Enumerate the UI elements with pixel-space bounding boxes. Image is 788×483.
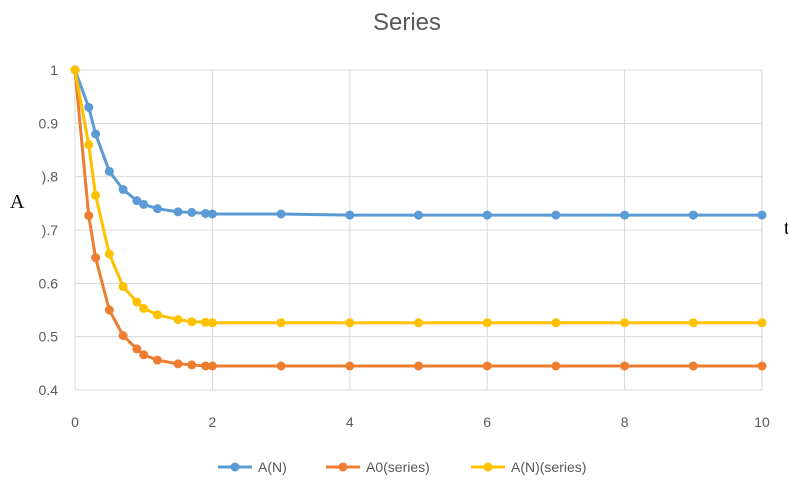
x-axis-label: t	[784, 217, 788, 239]
data-point	[757, 210, 767, 220]
data-point	[152, 204, 162, 214]
data-point	[173, 207, 183, 217]
data-point	[345, 210, 355, 220]
data-point	[187, 360, 197, 370]
series-line	[73, 68, 764, 325]
data-point	[187, 317, 197, 327]
data-point	[118, 331, 128, 341]
data-point	[84, 211, 94, 221]
x-tick-label: 6	[483, 414, 491, 430]
legend-swatch-marker	[338, 462, 348, 472]
data-point	[551, 318, 561, 328]
data-point	[688, 318, 698, 328]
data-point	[620, 210, 630, 220]
data-point	[173, 359, 183, 369]
y-tick-label: 0.6	[39, 275, 59, 291]
legend-swatch-marker	[230, 462, 240, 472]
data-point	[201, 317, 211, 327]
data-point	[118, 184, 128, 194]
gridlines	[74, 69, 763, 391]
data-point	[276, 209, 286, 219]
series-line	[73, 68, 764, 217]
data-point	[152, 355, 162, 365]
y-tick-label: ).8	[42, 169, 59, 185]
data-point	[139, 303, 149, 313]
data-point	[620, 361, 630, 371]
data-point	[173, 315, 183, 325]
data-point	[345, 361, 355, 371]
y-tick-label: 1	[50, 62, 58, 78]
data-point	[118, 282, 128, 292]
data-point	[139, 350, 149, 360]
data-point	[91, 190, 101, 200]
data-point	[132, 196, 142, 206]
data-point	[688, 361, 698, 371]
legend: A(N) A0(series) A(N)(series)	[218, 459, 586, 475]
data-point	[201, 361, 211, 371]
legend-label: A(N)	[258, 459, 287, 475]
series-line	[73, 68, 764, 368]
data-point	[207, 318, 217, 328]
series-A(N)	[70, 65, 767, 220]
data-point	[276, 318, 286, 328]
x-tick-label: 0	[71, 414, 79, 430]
data-point	[132, 297, 142, 307]
data-point	[345, 318, 355, 328]
chart-title: Series	[373, 9, 441, 36]
data-point	[104, 249, 114, 259]
data-point	[70, 65, 80, 75]
data-point	[104, 166, 114, 176]
x-tick-label: 4	[346, 414, 354, 430]
legend-label: A0(series)	[366, 459, 430, 475]
legend-item: A(N)(series)	[471, 459, 586, 475]
y-tick-label: 0.9	[39, 115, 59, 131]
y-axis-label: A	[10, 191, 25, 213]
series-A(N)(series)	[70, 65, 767, 328]
data-point	[414, 361, 423, 371]
y-tick-label: ).7	[42, 222, 59, 238]
data-point	[84, 102, 94, 112]
data-point	[551, 361, 561, 371]
data-point	[207, 361, 217, 371]
data-point	[414, 318, 423, 328]
data-point	[276, 361, 286, 371]
data-point	[84, 140, 94, 150]
data-point	[551, 210, 561, 220]
legend-item: A(N)	[218, 459, 287, 475]
data-point	[620, 318, 630, 328]
data-point	[139, 199, 149, 209]
y-tick-label: 0.5	[39, 329, 59, 345]
series-group	[70, 65, 767, 371]
data-point	[91, 129, 101, 139]
legend-item: A0(series)	[326, 459, 430, 475]
x-tick-label: 8	[621, 414, 629, 430]
data-point	[201, 208, 211, 218]
data-point	[757, 318, 767, 328]
data-point	[152, 310, 162, 320]
data-point	[414, 210, 423, 220]
y-axis-ticks: 0.4 0.5 0.6 ).7 ).8 0.9 1	[39, 62, 59, 398]
data-point	[482, 318, 492, 328]
x-axis-ticks: 0 2 4 6 8 10	[71, 414, 770, 430]
data-point	[104, 305, 114, 315]
data-point	[91, 253, 101, 263]
series-A0(series)	[70, 65, 767, 371]
data-point	[132, 344, 142, 354]
data-point	[207, 209, 217, 219]
x-tick-label: 2	[209, 414, 217, 430]
data-point	[187, 207, 197, 217]
legend-label: A(N)(series)	[511, 459, 586, 475]
legend-swatch-marker	[483, 462, 493, 472]
data-point	[482, 210, 492, 220]
data-point	[757, 361, 767, 371]
data-point	[688, 210, 698, 220]
y-tick-label: 0.4	[39, 382, 59, 398]
x-tick-label: 10	[754, 414, 770, 430]
data-point	[482, 361, 492, 371]
